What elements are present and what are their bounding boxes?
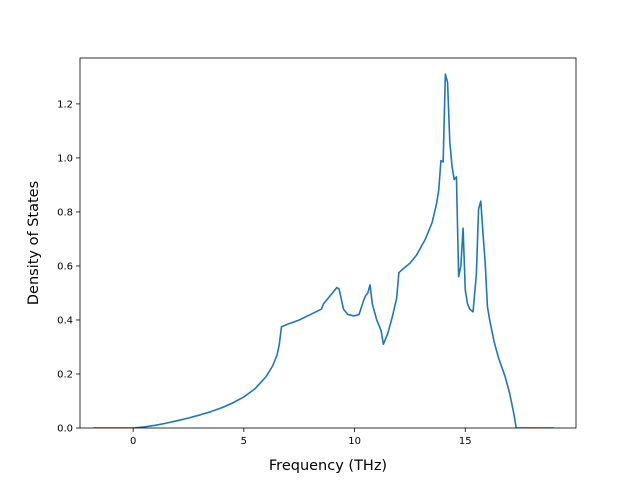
- y-tick-label: 1.0: [57, 153, 73, 164]
- x-tick-label: 10: [348, 436, 361, 447]
- x-tick-label: 5: [241, 436, 247, 447]
- dos-series-line: [93, 73, 554, 428]
- x-axis-label: Frequency (THz): [269, 458, 387, 474]
- y-tick-label: 0.0: [57, 424, 73, 435]
- x-tick-label: 15: [459, 436, 472, 447]
- y-tick-label: 0.2: [57, 369, 73, 380]
- y-tick-label: 0.4: [57, 315, 73, 326]
- y-axis-label: Density of States: [26, 181, 42, 305]
- y-tick-label: 1.2: [57, 99, 73, 110]
- y-axis-ticks: 0.0 0.2 0.4 0.6 0.8 1.0 1.2: [57, 99, 80, 435]
- x-tick-label: 0: [130, 436, 136, 447]
- plot-frame: [79, 57, 577, 429]
- y-tick-label: 0.8: [57, 207, 73, 218]
- y-tick-label: 0.6: [57, 261, 73, 272]
- x-axis-ticks: 0 5 10 15: [130, 428, 472, 447]
